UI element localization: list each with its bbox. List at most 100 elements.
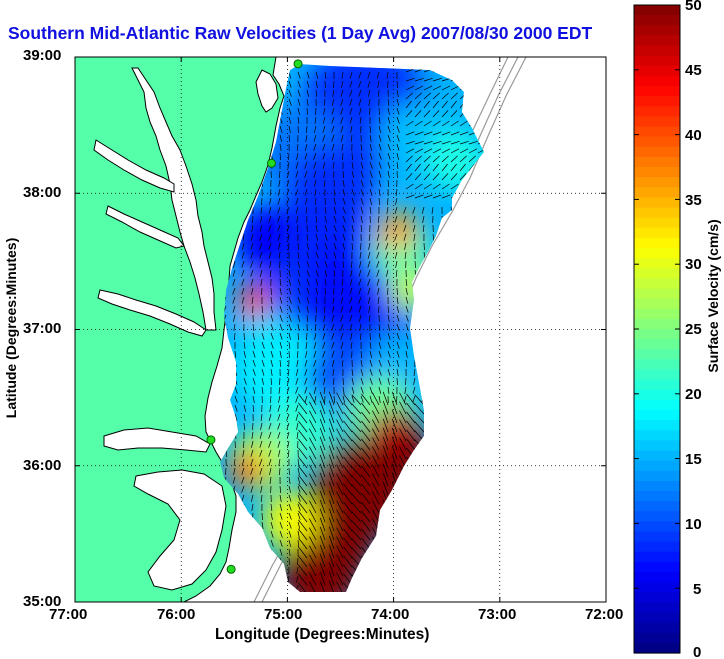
velocity-arrow	[250, 458, 254, 466]
velocity-arrow	[298, 402, 308, 415]
colorbar-step	[634, 298, 680, 310]
colorbar-step	[634, 146, 680, 158]
velocity-patch	[228, 452, 264, 488]
velocity-arrow	[288, 71, 292, 79]
velocity-arrow	[432, 131, 442, 136]
velocity-arrow	[323, 98, 326, 106]
velocity-arrow	[399, 446, 407, 460]
velocity-arrow	[319, 400, 326, 415]
velocity-arrow	[270, 368, 273, 376]
velocity-arrow	[324, 197, 326, 206]
colorbar-step	[634, 106, 680, 117]
velocity-arrow	[304, 188, 308, 196]
velocity-arrow	[341, 350, 344, 358]
velocity-arrow	[315, 296, 318, 304]
velocity-arrow	[423, 110, 431, 118]
velocity-arrow	[270, 323, 274, 331]
velocity-arrow	[336, 563, 344, 577]
velocity-arrow	[333, 197, 336, 205]
velocity-arrow	[343, 447, 353, 460]
velocity-arrow	[340, 89, 344, 97]
velocity-arrow	[296, 431, 299, 439]
velocity-arrow	[309, 392, 317, 406]
velocity-arrow	[342, 377, 344, 386]
velocity-arrow	[343, 501, 353, 514]
velocity-arrow	[369, 368, 373, 376]
axis-ticks	[74, 56, 607, 603]
colorbar-step	[634, 15, 680, 26]
colorbar-step	[634, 258, 680, 269]
velocity-arrow	[332, 89, 335, 97]
velocity-arrow	[342, 179, 345, 187]
velocity-arrow	[252, 368, 256, 376]
velocity-arrow	[414, 85, 424, 91]
velocity-arrow	[331, 98, 335, 106]
velocity-arrow	[360, 332, 362, 341]
velocity-arrow	[360, 197, 364, 205]
velocity-arrow	[296, 215, 299, 223]
velocity-arrow	[459, 140, 469, 145]
velocity-arrow	[324, 206, 327, 214]
velocity-arrow	[288, 305, 292, 313]
velocity-arrow	[372, 428, 380, 442]
velocity-arrow	[367, 296, 371, 304]
pamlico-sound	[133, 469, 227, 591]
colorbar-step	[634, 592, 680, 603]
velocity-arrow	[278, 179, 281, 187]
velocity-arrow	[361, 519, 371, 532]
velocity-arrow	[387, 98, 390, 106]
velocity-arrow	[286, 188, 290, 196]
velocity-arrow	[349, 116, 353, 124]
velocity-arrow	[286, 404, 290, 412]
velocity-patch	[378, 210, 418, 250]
velocity-arrow	[361, 438, 371, 451]
velocity-arrow	[259, 260, 263, 268]
velocity-arrow	[288, 296, 292, 304]
velocity-arrow	[319, 526, 326, 541]
velocity-arrow	[343, 465, 353, 478]
velocity-arrow	[405, 377, 407, 386]
velocity-arrow	[309, 545, 317, 559]
velocity-arrow	[305, 341, 308, 349]
velocity-arrow	[343, 393, 353, 406]
velocity-arrow	[309, 446, 317, 460]
colorbar-step	[634, 349, 680, 360]
velocity-arrow	[414, 140, 424, 145]
velocity-arrow	[405, 287, 408, 295]
velocity-arrow	[340, 323, 344, 331]
velocity-arrow	[351, 421, 362, 433]
velocity-arrow	[450, 131, 460, 136]
velocity-arrow	[277, 449, 281, 457]
velocity-arrow	[298, 474, 308, 487]
colorbar-step	[634, 440, 680, 452]
velocity-arrow	[404, 386, 407, 394]
velocity-arrow	[270, 305, 273, 313]
velocity-arrow	[378, 188, 381, 196]
velocity-arrow	[405, 85, 415, 91]
velocity-arrow	[297, 98, 301, 106]
velocity-arrow	[412, 386, 416, 394]
velocity-arrow	[314, 125, 317, 133]
colorbar-step	[634, 318, 680, 330]
velocity-arrow	[399, 410, 407, 424]
velocity-arrow	[243, 341, 246, 349]
velocity-arrow	[333, 260, 336, 268]
velocity-arrow	[252, 395, 255, 403]
velocity-arrow	[412, 224, 416, 232]
velocity-arrow	[270, 314, 274, 322]
velocity-arrow	[268, 251, 272, 259]
velocity-arrow	[423, 183, 432, 190]
velocity-arrow	[232, 287, 236, 295]
velocity-arrow	[450, 100, 457, 109]
velocity-arrow	[351, 439, 362, 451]
velocity-arrow	[332, 80, 335, 89]
velocity-arrow	[322, 368, 326, 376]
velocity-arrow	[396, 377, 398, 386]
velocity-arrow	[279, 503, 283, 511]
velocity-arrow	[297, 512, 301, 520]
colorbar-step	[634, 339, 680, 350]
velocity-arrow	[270, 296, 273, 304]
velocity-arrow	[296, 152, 299, 160]
velocity-arrow	[414, 412, 425, 424]
velocity-arrow	[297, 107, 300, 115]
